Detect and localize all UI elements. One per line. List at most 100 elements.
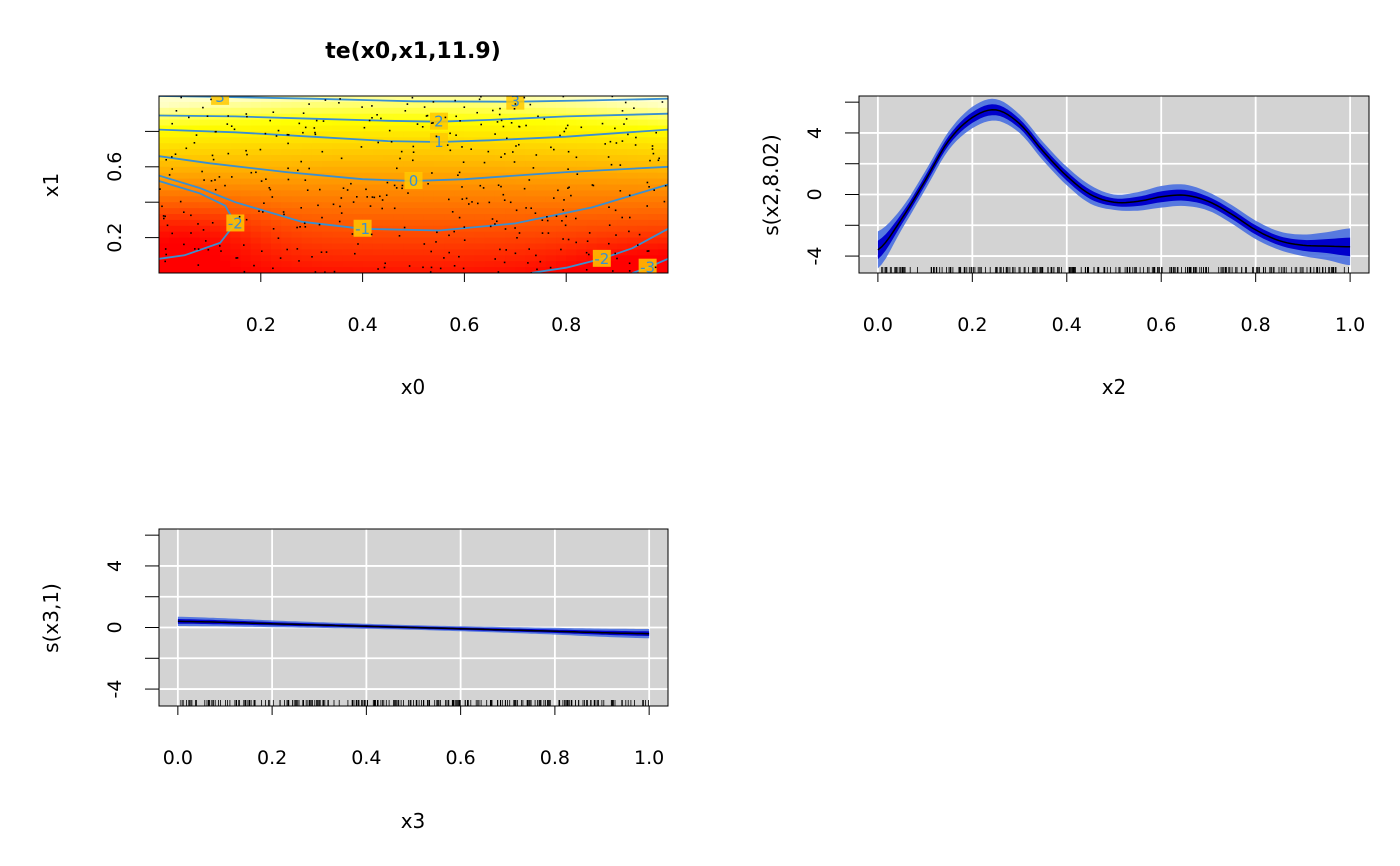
heat-cell	[270, 249, 282, 256]
heat-cell	[179, 178, 191, 186]
heat-cell	[332, 190, 343, 197]
heat-cell	[393, 119, 404, 127]
heat-cell	[169, 255, 180, 262]
heat-cell	[199, 107, 211, 115]
heat-cell	[586, 125, 598, 132]
s3-y-tick-label: -4	[104, 680, 126, 699]
s3-y-tick-label: 4	[104, 560, 126, 572]
heat-cell	[393, 196, 404, 203]
heat-cell	[382, 196, 394, 203]
heat-cell	[291, 190, 303, 197]
data-point	[205, 240, 207, 242]
data-point	[608, 224, 611, 226]
heat-cell	[535, 155, 547, 162]
data-point	[458, 216, 461, 219]
heat-cell	[159, 149, 170, 156]
heat-cell	[332, 119, 343, 127]
heat-cell	[637, 225, 649, 233]
heat-cell	[230, 155, 242, 162]
heat-cell	[433, 208, 445, 215]
heat-cell	[586, 231, 598, 239]
heat-cell	[637, 255, 649, 262]
heat-cell	[596, 231, 608, 239]
heat-cell	[209, 166, 221, 174]
data-point	[585, 251, 588, 254]
heat-cell	[494, 214, 506, 221]
heat-cell	[321, 125, 333, 132]
heat-cell	[474, 166, 486, 174]
heat-cell	[291, 225, 303, 233]
heat-cell	[556, 237, 567, 245]
heat-cell	[433, 155, 445, 162]
heat-cell	[220, 190, 231, 197]
heat-cell	[576, 125, 588, 132]
heat-cell	[393, 143, 404, 150]
heat-cell	[515, 131, 527, 138]
data-point	[435, 241, 437, 243]
heat-cell	[159, 261, 170, 268]
heat-cell	[301, 249, 313, 256]
data-point	[282, 211, 285, 213]
heat-cell	[474, 131, 486, 138]
heat-cell	[393, 237, 404, 245]
s3-x-tick-label: 0.8	[540, 747, 570, 769]
heat-cell	[484, 96, 496, 103]
heat-cell	[474, 196, 486, 203]
heat-cell	[332, 255, 343, 262]
data-point	[462, 267, 465, 270]
heat-cell	[423, 160, 435, 168]
heat-cell	[311, 231, 323, 239]
heat-cell	[525, 119, 537, 127]
data-point	[459, 120, 461, 122]
heat-cell	[342, 237, 354, 245]
heat-cell	[494, 178, 506, 186]
heat-cell	[362, 255, 374, 262]
heat-cell	[179, 196, 191, 203]
data-point	[236, 257, 239, 259]
s2-y-tick-label: 4	[804, 127, 826, 139]
heat-cell	[617, 267, 628, 273]
heat-cell	[637, 208, 649, 215]
heat-cell	[393, 155, 404, 162]
heat-cell	[169, 178, 180, 186]
contour-label: -2	[228, 214, 243, 232]
te-y-axis: 0.20.6	[104, 130, 159, 253]
heat-cell	[260, 190, 272, 197]
heat-cell	[576, 190, 588, 197]
heat-cell	[291, 214, 303, 221]
heat-cell	[403, 249, 415, 256]
heat-cell	[454, 96, 465, 103]
s3-rug-marks	[180, 700, 649, 706]
heat-cell	[342, 119, 354, 127]
heat-cell	[535, 178, 547, 186]
heat-cell	[444, 202, 455, 209]
data-point	[340, 197, 343, 199]
heat-cell	[505, 249, 516, 256]
data-point	[553, 148, 555, 151]
heat-cell	[332, 249, 343, 256]
heat-cell	[423, 225, 435, 233]
heat-cell	[372, 231, 384, 239]
heat-cell	[515, 113, 527, 121]
data-point	[651, 148, 654, 150]
heat-cell	[382, 149, 394, 156]
heat-cell	[413, 143, 425, 150]
heat-cell	[647, 178, 659, 186]
data-point	[303, 222, 306, 225]
heat-cell	[291, 178, 303, 186]
heat-cell	[637, 231, 649, 239]
heat-cell	[403, 125, 415, 132]
heat-cell	[474, 249, 486, 256]
heat-cell	[606, 113, 618, 121]
heat-cell	[260, 184, 272, 191]
heat-cell	[657, 119, 668, 127]
heat-cell	[250, 214, 262, 221]
heat-cell	[352, 172, 364, 180]
heat-cell	[230, 149, 242, 156]
heat-cell	[209, 249, 221, 256]
s2-line-panel: 0.0 0.2 0.4 0.6 0.8 1.0 -404 x2 s(x2,8.02)	[759, 95, 1370, 399]
heat-cell	[189, 172, 201, 180]
heat-cell	[545, 107, 557, 115]
heat-cell	[545, 131, 557, 138]
data-point	[494, 223, 496, 225]
